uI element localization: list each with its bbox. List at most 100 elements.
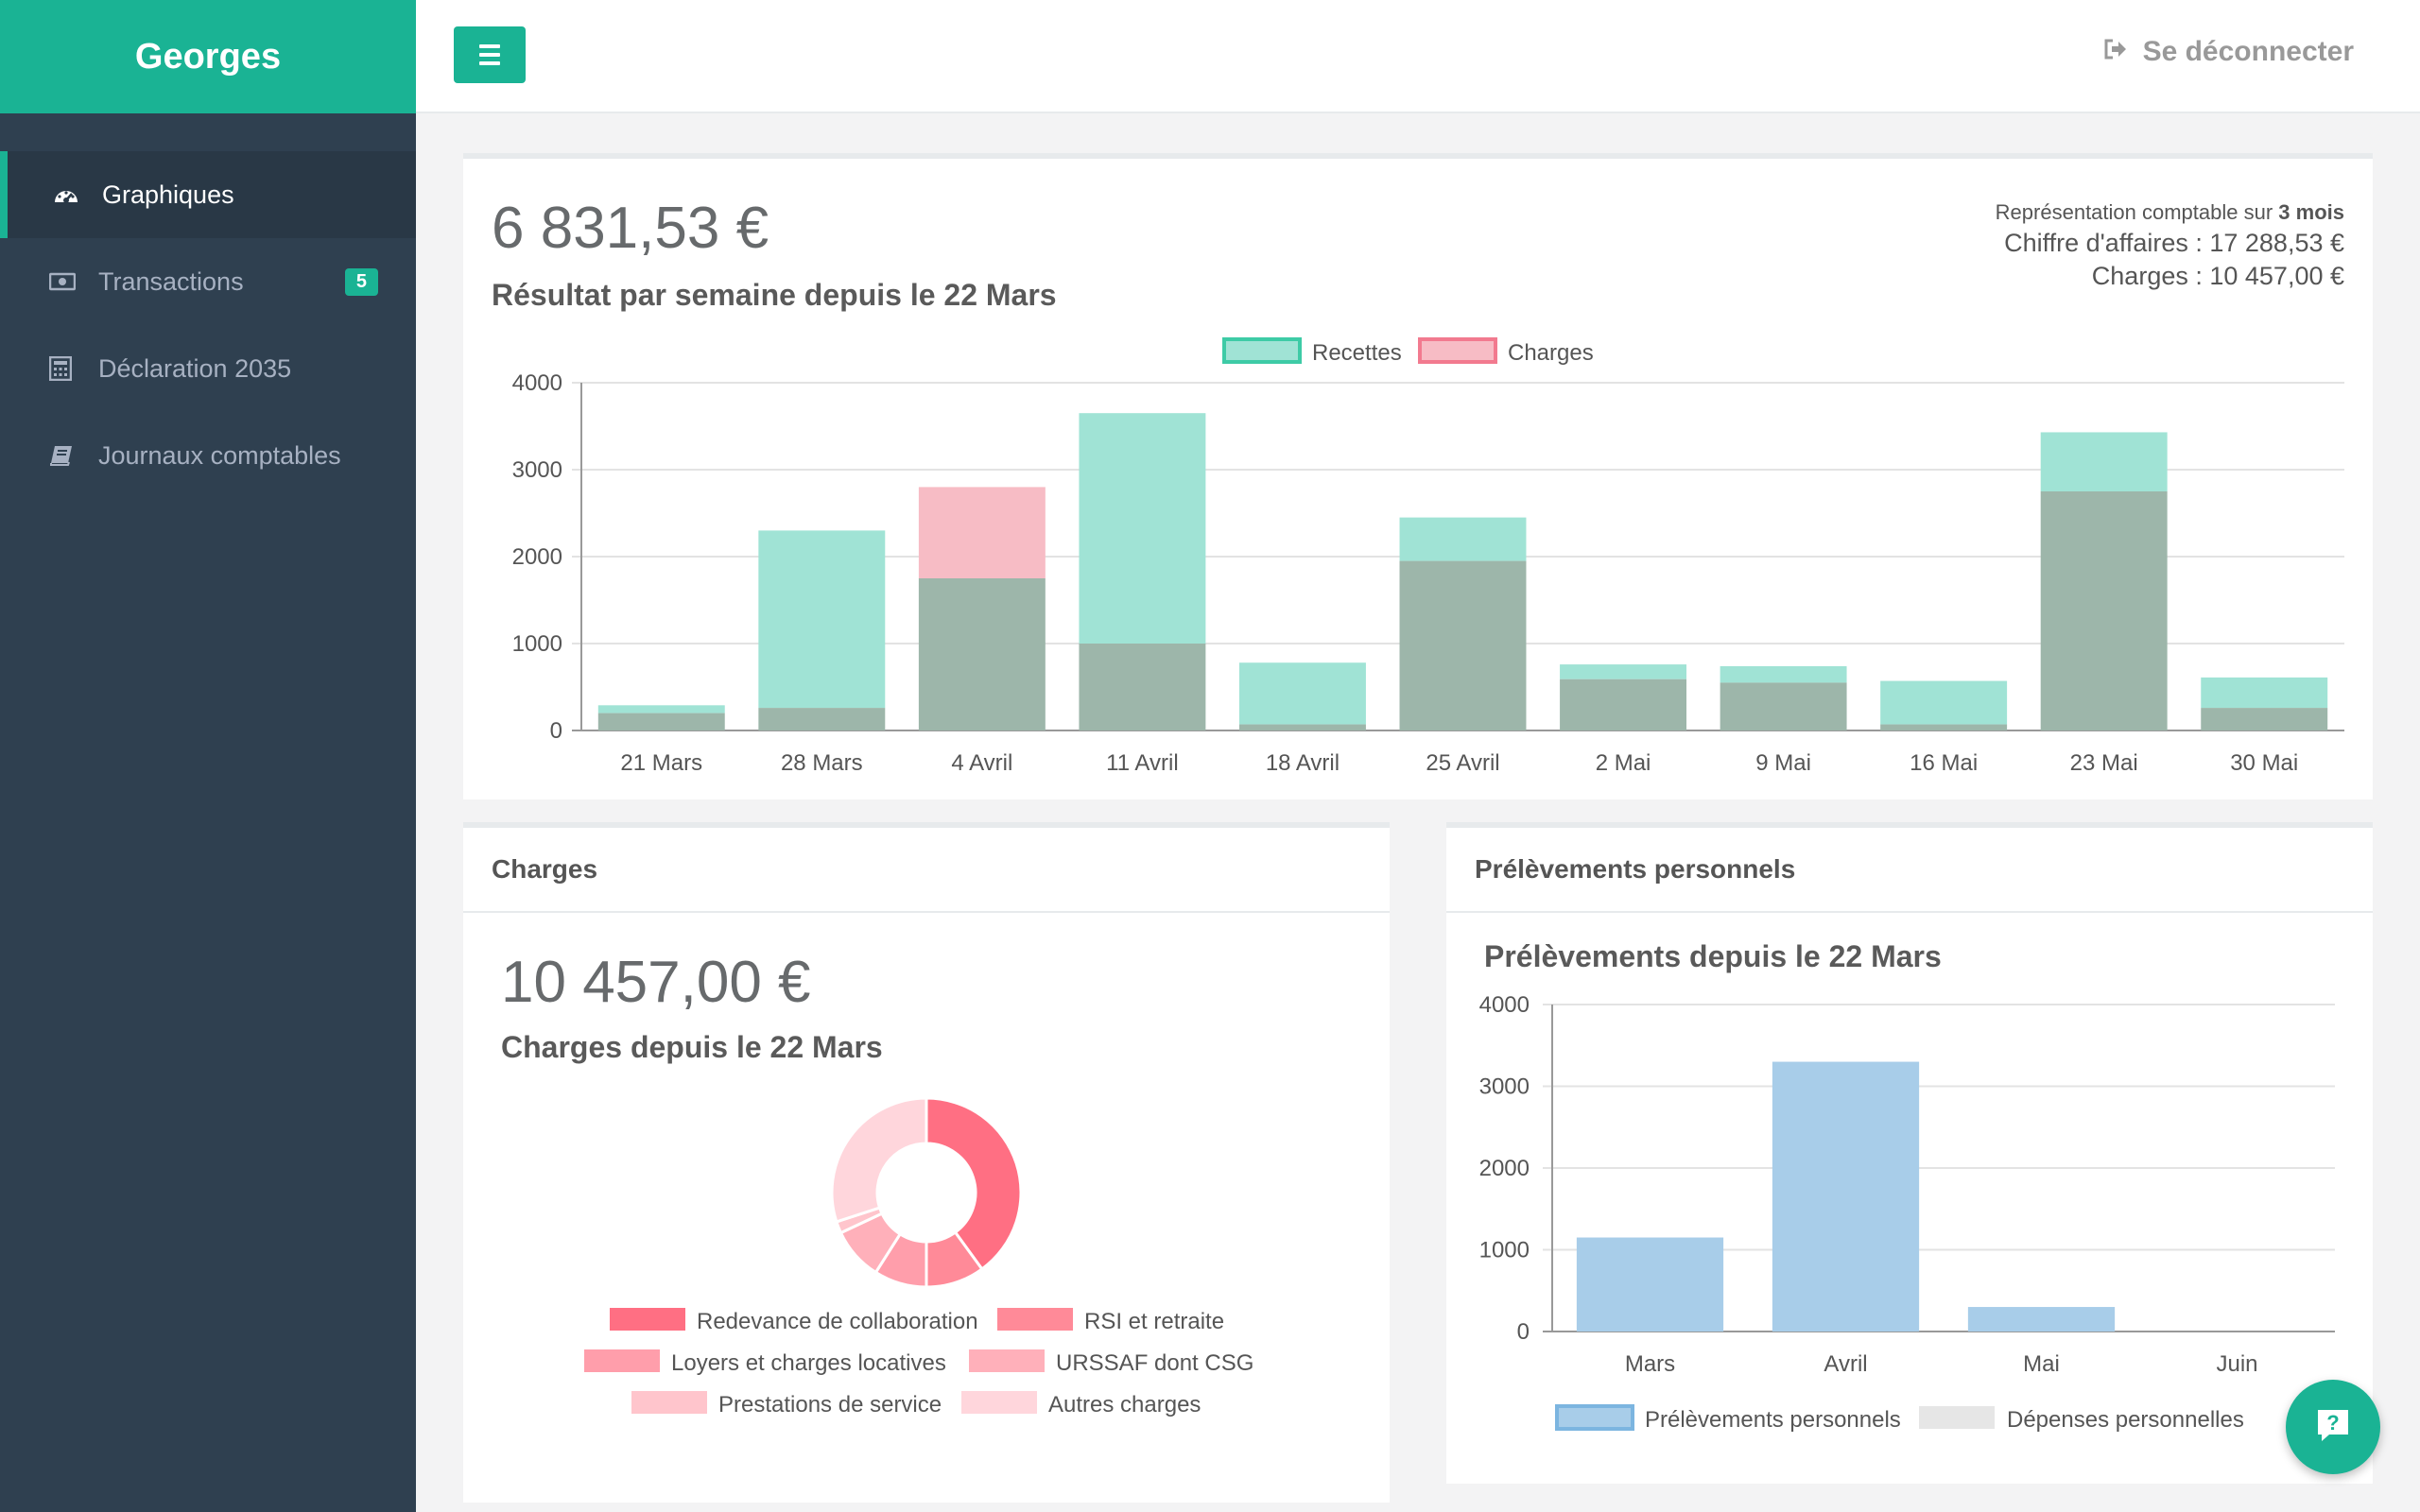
- recettes-bar: [597, 705, 725, 713]
- y-tick-label: 3000: [512, 457, 562, 483]
- accounting-summary: Représentation comptable sur 3 mois Chif…: [1996, 200, 2344, 291]
- donut-slice: [830, 1096, 928, 1224]
- x-tick-label: 11 Avril: [1106, 750, 1179, 776]
- recettes-bar: [2201, 677, 2328, 709]
- sidebar-item-transactions[interactable]: Transactions 5: [0, 238, 416, 325]
- x-tick-label: 16 Mai: [1910, 750, 1978, 776]
- y-tick-label: 1000: [1479, 1238, 1530, 1263]
- legend-swatch-charges: [1418, 337, 1497, 364]
- sidebar-item-label: Déclaration 2035: [98, 353, 292, 383]
- charges-panel-heading: Charges: [463, 828, 1390, 913]
- sidebar-item-label: Graphiques: [102, 180, 234, 209]
- result-title: Résultat par semaine depuis le 22 Mars: [492, 278, 1057, 312]
- help-chat-button[interactable]: ?: [2286, 1380, 2380, 1474]
- sidebar-item-journaux[interactable]: Journaux comptables: [0, 412, 416, 499]
- legend-label: Prestations de service: [718, 1392, 942, 1418]
- recettes-bar: [758, 530, 886, 709]
- book-icon: [49, 444, 87, 467]
- legend-label: Loyers et charges locatives: [671, 1350, 946, 1376]
- overlap-bar: [1560, 679, 1687, 730]
- x-tick-label: 4 Avril: [951, 750, 1012, 776]
- legend-swatch: [631, 1391, 707, 1414]
- legend-label: Autres charges: [1048, 1392, 1201, 1418]
- result-amount: 6 831,53 €: [492, 196, 769, 261]
- prelevements-bar: [1576, 1237, 1724, 1332]
- logout-link[interactable]: Se déconnecter: [2103, 36, 2354, 68]
- weekly-result-chart: 0 1000 2000 3000 4000 21 Mars 28 Mars 4 Avril 11…: [512, 337, 2344, 776]
- recettes-bar: [1560, 664, 1687, 679]
- calculator-icon: [49, 356, 87, 381]
- x-tick-label: 18 Avril: [1266, 750, 1340, 776]
- legend-swatch: [969, 1349, 1045, 1372]
- transactions-count-badge: 5: [344, 267, 378, 296]
- overlap-bar: [918, 578, 1046, 730]
- brand-logo[interactable]: Georges: [0, 0, 416, 113]
- x-tick-label: 28 Mars: [781, 750, 863, 776]
- y-tick-label: 1000: [512, 631, 562, 657]
- legend-label: URSSAF dont CSG: [1056, 1350, 1253, 1376]
- y-tick-label: 2000: [1479, 1156, 1530, 1181]
- logout-label: Se déconnecter: [2142, 36, 2354, 67]
- x-tick-label: 23 Mai: [2070, 750, 2138, 776]
- period-value: 3 mois: [2278, 200, 2344, 224]
- x-tick-label: Juin: [2216, 1351, 2257, 1377]
- sidebar-item-graphiques[interactable]: Graphiques: [0, 151, 416, 238]
- sidebar: Georges Graphiques Transactions 5 Déclar…: [0, 0, 416, 1512]
- legend-label-recettes: Recettes: [1312, 340, 1402, 366]
- overlap-bar: [2040, 491, 2168, 730]
- x-tick-label: 25 Avril: [1426, 750, 1499, 776]
- svg-text:?: ?: [2326, 1411, 2339, 1435]
- prelevements-bar: [1772, 1061, 1920, 1332]
- period-info: Représentation comptable sur 3 mois: [1995, 200, 2344, 224]
- charges-title: Charges depuis le 22 Mars: [501, 1030, 883, 1064]
- legend-swatch: [961, 1391, 1037, 1414]
- legend-label-depenses: Dépenses personnelles: [2007, 1407, 2244, 1433]
- legend-swatch: [997, 1308, 1073, 1331]
- legend-swatch-prelevements: [1555, 1404, 1634, 1431]
- revenue-total: Chiffre d'affaires : 17 288,53 €: [2004, 229, 2344, 257]
- legend-label: Redevance de collaboration: [697, 1309, 978, 1334]
- overlap-bar: [1079, 644, 1206, 730]
- charges-amount: 10 457,00 €: [501, 950, 811, 1015]
- y-tick-label: 4000: [512, 370, 562, 396]
- x-tick-label: 30 Mai: [2230, 750, 2298, 776]
- x-tick-label: 9 Mai: [1755, 750, 1811, 776]
- legend-label-prelevements: Prélèvements personnels: [1645, 1407, 1901, 1433]
- legend-swatch: [584, 1349, 660, 1372]
- x-tick-label: 2 Mai: [1596, 750, 1651, 776]
- overlap-bar: [597, 713, 725, 730]
- overlap-bar: [1399, 560, 1527, 730]
- legend-swatch: [610, 1308, 685, 1331]
- legend-swatch-recettes: [1222, 337, 1302, 364]
- sidebar-item-declaration[interactable]: Déclaration 2035: [0, 325, 416, 412]
- charges-donut-chart: Redevance de collaboration RSI et retrait…: [584, 1096, 1253, 1418]
- overlap-bar: [2201, 708, 2328, 730]
- weekly-result-panel: 6 831,53 € Résultat par semaine depuis l…: [463, 153, 2373, 799]
- recettes-bar: [1720, 665, 1847, 683]
- x-tick-label: Avril: [1824, 1351, 1867, 1377]
- prelevements-bar-chart: 0 1000 2000 3000 4000 Mars Avril Mai Juin Prélève…: [1479, 992, 2335, 1433]
- legend-label-charges: Charges: [1508, 340, 1594, 366]
- x-tick-label: 21 Mars: [620, 750, 702, 776]
- menu-toggle-button[interactable]: [454, 26, 526, 83]
- overlap-bar: [1238, 724, 1366, 730]
- prelevements-bar: [1967, 1307, 2116, 1332]
- y-tick-label: 2000: [512, 544, 562, 570]
- overlap-bar: [1720, 682, 1847, 730]
- overlap-bar: [758, 708, 886, 730]
- recettes-bar: [1399, 517, 1527, 561]
- y-tick-label: 4000: [1479, 992, 1530, 1018]
- legend-label: RSI et retraite: [1084, 1309, 1224, 1334]
- sidebar-nav: Graphiques Transactions 5 Déclaration 20…: [0, 151, 416, 499]
- y-tick-label: 0: [1517, 1319, 1530, 1345]
- recettes-bar: [1880, 680, 2008, 725]
- prelevements-title: Prélèvements depuis le 22 Mars: [1484, 939, 1942, 973]
- charges-panel: Charges 10 457,00 € Charges depuis le 22…: [463, 822, 1390, 1503]
- recettes-bar: [1079, 413, 1206, 644]
- dashboard-icon: [53, 183, 91, 206]
- x-tick-label: Mai: [2023, 1351, 2060, 1377]
- question-icon: ?: [2314, 1406, 2352, 1449]
- legend-swatch-depenses: [1919, 1406, 1995, 1429]
- recettes-bar: [2040, 432, 2168, 491]
- expenses-total: Charges : 10 457,00 €: [2091, 262, 2344, 290]
